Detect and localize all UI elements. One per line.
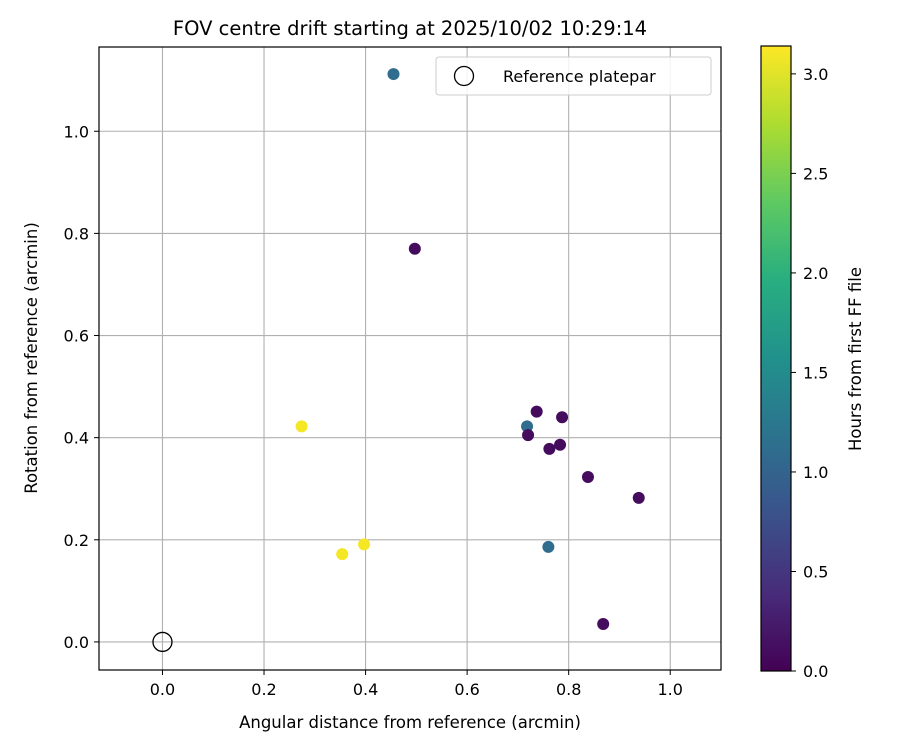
y-tick-label: 1.0 [64, 122, 89, 141]
data-point [554, 438, 567, 451]
data-points [152, 68, 645, 653]
plot-frame [98, 46, 722, 671]
x-axis-label: Angular distance from reference (arcmin) [239, 713, 581, 732]
x-tick-label: 0.6 [454, 680, 479, 699]
y-axis-label: Rotation from reference (arcmin) [22, 222, 41, 494]
data-point [521, 420, 534, 433]
x-tick-label: 0.8 [556, 680, 581, 699]
x-axis-ticks: 0.0 0.2 0.4 0.6 0.8 1.0 [150, 670, 683, 699]
colorbar-tick-label: 1.5 [803, 363, 828, 382]
data-point [522, 429, 535, 442]
data-point [597, 618, 610, 631]
reference-point-marker [152, 631, 173, 653]
y-tick-label: 0.4 [64, 429, 89, 448]
y-tick-label: 0.0 [64, 633, 89, 652]
legend: Reference platepar [435, 56, 712, 96]
colorbar-ticks: 0.0 0.5 1.0 1.5 2.0 2.5 3.0 [791, 65, 828, 681]
data-point [542, 540, 555, 553]
colorbar-tick-label: 0.5 [803, 562, 828, 581]
data-point [408, 242, 421, 255]
x-tick-label: 0.2 [251, 680, 276, 699]
colorbar-tick-label: 1.0 [803, 463, 828, 482]
legend-box [435, 56, 712, 96]
colorbar-frame [760, 45, 792, 672]
y-tick-label: 0.8 [64, 224, 89, 243]
data-point [581, 470, 594, 483]
data-point [336, 548, 349, 561]
colorbar-gradient [761, 46, 791, 671]
y-tick-label: 0.6 [64, 327, 89, 346]
legend-reference-marker [453, 65, 475, 87]
data-point [556, 411, 569, 424]
colorbar-label: Hours from first FF file [846, 267, 865, 451]
data-point [632, 491, 645, 504]
colorbar: 0.0 0.5 1.0 1.5 2.0 2.5 3.0 Hours from first F… [760, 45, 865, 681]
data-point [358, 538, 371, 551]
data-point [543, 442, 556, 455]
y-tick-label: 0.2 [64, 531, 89, 550]
legend-reference-label: Reference platepar [503, 67, 656, 86]
x-tick-label: 0.0 [150, 680, 175, 699]
chart-title: FOV centre drift starting at 2025/10/02 … [173, 17, 647, 40]
data-point [530, 405, 543, 418]
y-axis-ticks: 0.0 0.2 0.4 0.6 0.8 1.0 [64, 122, 99, 652]
data-point [295, 420, 308, 433]
x-tick-label: 0.4 [353, 680, 378, 699]
data-point [387, 68, 400, 81]
x-tick-label: 1.0 [657, 680, 682, 699]
colorbar-tick-label: 2.5 [803, 164, 828, 183]
colorbar-tick-label: 3.0 [803, 65, 828, 84]
colorbar-tick-label: 2.0 [803, 264, 828, 283]
colorbar-tick-label: 0.0 [803, 662, 828, 681]
grid-lines [99, 47, 721, 670]
